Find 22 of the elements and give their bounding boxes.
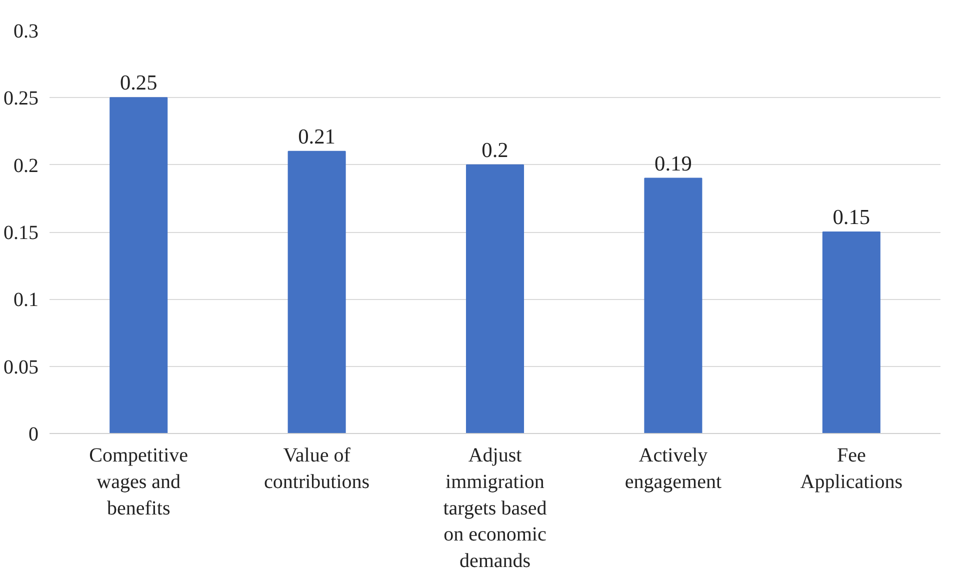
y-tick-label: 0.05 <box>4 356 38 378</box>
data-label: 0.15 <box>832 205 870 229</box>
bar <box>644 178 702 434</box>
x-tick-label: Adjust immigration targets based on economic demands <box>443 444 547 572</box>
data-label: 0.19 <box>654 151 692 176</box>
bar <box>822 232 880 434</box>
y-tick-label: 0 <box>28 424 38 446</box>
bar <box>288 150 346 434</box>
y-tick-label: 0.2 <box>14 154 38 177</box>
x-tick-label: Fee Applications <box>800 444 903 493</box>
bar <box>110 97 168 434</box>
data-label: 0.21 <box>298 124 336 148</box>
bar <box>466 164 524 434</box>
y-tick-label: 0.25 <box>4 88 38 110</box>
data-label: 0.2 <box>482 138 508 162</box>
x-tick-label: Value of contributions <box>264 444 370 493</box>
x-tick-label: Actively engagement <box>624 444 722 493</box>
data-label: 0.25 <box>120 70 158 95</box>
x-tick-label: Competitive wages and benefits <box>89 444 188 520</box>
y-tick-label: 0.15 <box>4 222 38 244</box>
y-tick-label: 0.1 <box>14 289 38 312</box>
y-tick-label: 0.3 <box>14 20 38 42</box>
